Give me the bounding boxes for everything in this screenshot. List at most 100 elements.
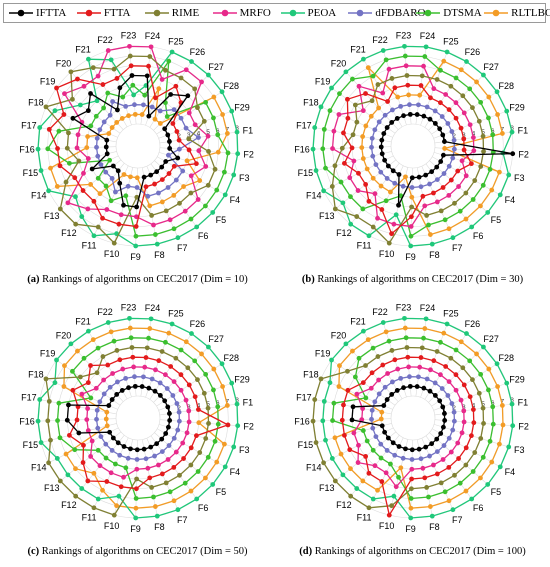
data-point [101, 105, 107, 111]
data-point [463, 190, 469, 196]
data-point [139, 384, 145, 389]
data-point [70, 115, 76, 121]
series-mrfo [330, 63, 477, 229]
data-point [35, 146, 41, 152]
radial-tick-label: 4 [197, 131, 201, 138]
category-label: F16 [294, 416, 310, 426]
category-label: F2 [243, 422, 254, 432]
data-point [506, 172, 512, 178]
data-point [95, 345, 101, 351]
data-point [390, 379, 395, 385]
data-point [451, 418, 457, 424]
data-point [146, 63, 151, 69]
category-label: F12 [61, 228, 77, 238]
data-point [173, 83, 179, 89]
data-point [205, 182, 211, 188]
series-line [312, 45, 513, 247]
data-point [168, 92, 174, 97]
legend-label: PEOA [307, 7, 337, 19]
data-point [337, 363, 342, 369]
data-point [90, 65, 96, 71]
data-point [203, 475, 208, 481]
data-point [389, 120, 395, 125]
data-point [348, 466, 353, 472]
data-point [57, 478, 63, 484]
data-point [432, 380, 438, 386]
category-label: F16 [19, 416, 35, 426]
data-point [422, 203, 428, 209]
data-point [79, 391, 85, 397]
data-point [452, 200, 457, 206]
data-point [422, 475, 428, 481]
data-point [159, 349, 165, 354]
data-point [506, 444, 512, 450]
radial-tick-label: 8 [510, 397, 514, 404]
data-point [186, 147, 192, 153]
data-point [384, 176, 390, 181]
panel-caption-text-c: Rankings of algorithms on CEC2017 (Dim =… [41, 546, 248, 557]
data-point [347, 447, 353, 453]
category-label: F7 [177, 515, 188, 525]
data-point [409, 447, 415, 453]
data-point [159, 164, 165, 170]
radial-tick-label: 1 [168, 407, 172, 414]
data-point [201, 118, 207, 124]
radar-panel-b: 1 2 3 4 5 6 7 8 F1 F2 F3 F4 F5 F6 F7 F8 F9 F10 F11 F12 F13 F1… [275, 24, 550, 294]
data-point [403, 446, 408, 452]
legend-item-dfdbaro: dFDBARO [347, 4, 426, 22]
data-point [89, 166, 95, 172]
data-point [123, 103, 129, 109]
grid-ring [115, 123, 161, 169]
data-point [376, 377, 382, 383]
data-point [103, 144, 109, 150]
data-point [366, 505, 372, 511]
radial-tick-label: 3 [187, 132, 191, 139]
data-point [467, 358, 473, 364]
data-point [400, 183, 406, 189]
data-point [183, 125, 189, 131]
data-point [163, 480, 169, 486]
data-point [440, 132, 446, 138]
data-point [418, 456, 424, 462]
data-point [75, 348, 80, 354]
data-point [458, 67, 464, 73]
data-point [68, 69, 74, 75]
data-point [48, 437, 53, 443]
data-point [438, 431, 444, 436]
category-label: F21 [75, 317, 91, 327]
data-point [54, 357, 59, 363]
radial-tick-label: 1 [168, 135, 172, 142]
legend-label: RIME [171, 7, 200, 19]
data-point [165, 132, 171, 138]
data-point [380, 90, 386, 96]
data-point [73, 466, 78, 472]
series-line [63, 327, 229, 509]
data-point [145, 193, 151, 199]
data-point [147, 203, 153, 209]
category-label: F19 [40, 349, 56, 359]
data-point [409, 194, 415, 200]
data-point [427, 116, 433, 122]
data-point [379, 207, 385, 212]
data-point [68, 341, 74, 347]
data-point [339, 417, 345, 423]
data-point [152, 388, 158, 394]
series-dfdbaro [94, 374, 182, 462]
data-point [86, 56, 91, 62]
data-point [197, 450, 203, 455]
data-point [392, 357, 398, 363]
data-point [163, 372, 168, 378]
data-point [440, 185, 446, 190]
panel-label-b: (b) [301, 274, 315, 285]
data-point [88, 363, 93, 368]
category-label: F16 [294, 144, 310, 154]
data-point [132, 102, 137, 108]
category-label: F22 [372, 35, 388, 45]
data-point [391, 493, 397, 499]
data-point [404, 73, 410, 78]
data-point [147, 54, 153, 59]
grid-ring [115, 395, 161, 441]
data-point [131, 92, 137, 98]
data-point [166, 330, 172, 336]
category-label: F27 [208, 62, 224, 72]
